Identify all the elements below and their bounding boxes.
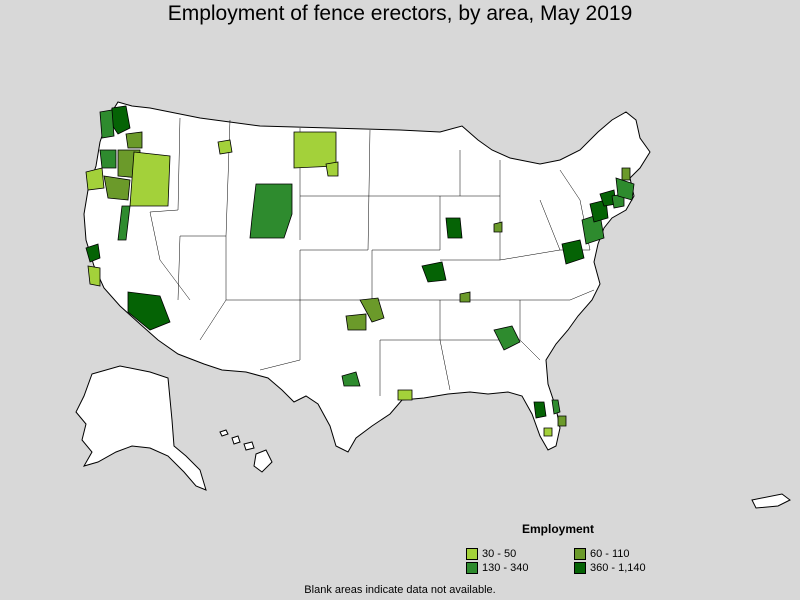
area-ca-central	[87, 265, 101, 287]
area-or-east2	[129, 151, 171, 207]
area-idaho	[217, 139, 233, 155]
area-nv-strip	[117, 205, 131, 241]
area-arkansas	[459, 291, 471, 303]
area-oklahoma-2	[345, 313, 367, 331]
area-dc	[561, 239, 585, 265]
area-ohio	[493, 221, 503, 233]
area-oklahoma-1	[359, 297, 385, 323]
area-florida-2	[551, 399, 561, 415]
legend-swatch	[466, 562, 478, 574]
legend-item-30-50: 30 - 50	[466, 548, 516, 560]
legend-label: 30 - 50	[482, 548, 517, 560]
legend-item-60-110: 60 - 110	[574, 548, 630, 560]
area-texas-east	[341, 371, 361, 387]
map-title: Employment of fence erectors, by area, M…	[167, 2, 633, 25]
legend-label: 60 - 110	[590, 548, 630, 560]
area-or-coast	[85, 167, 105, 191]
area-sf	[85, 243, 101, 263]
area-atlanta	[493, 325, 521, 351]
area-la	[127, 291, 171, 331]
area-montana	[293, 131, 337, 169]
alaska	[75, 365, 207, 491]
area-wa-coast	[99, 109, 115, 139]
legend-title: Employment	[522, 522, 595, 536]
area-wyoming	[249, 183, 293, 239]
area-montana-2	[325, 161, 339, 177]
footnote: Blank areas indicate data not available.	[304, 584, 496, 596]
legend-swatch	[574, 562, 586, 574]
area-new-hampshire	[621, 167, 631, 181]
area-boston	[615, 177, 635, 201]
area-or-south	[103, 175, 131, 201]
continental-us	[83, 101, 651, 453]
area-st-louis	[421, 261, 447, 283]
employment-areas	[85, 105, 635, 437]
legend-label: 130 - 340	[482, 562, 529, 574]
legend-item-360-1140: 360 - 1,140	[574, 562, 646, 574]
area-portland	[99, 149, 117, 169]
hawaii	[219, 429, 273, 473]
area-florida-4	[543, 427, 553, 437]
legend-item-130-340: 130 - 340	[466, 562, 528, 574]
legend-swatch	[466, 548, 478, 560]
area-florida-1	[533, 401, 547, 419]
area-florida-3	[557, 415, 567, 427]
area-chicago	[445, 217, 463, 239]
puerto-rico	[751, 493, 791, 509]
legend-swatch	[574, 548, 586, 560]
legend-label: 360 - 1,140	[590, 562, 646, 574]
area-wa-central	[125, 131, 143, 149]
area-louisiana	[397, 389, 413, 401]
